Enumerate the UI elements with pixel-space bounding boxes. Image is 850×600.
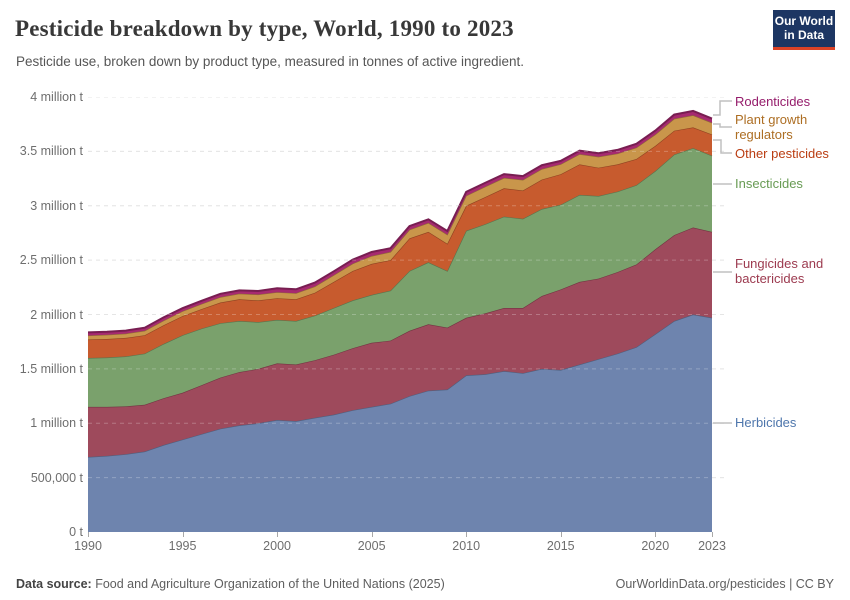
x-axis-tick	[88, 532, 89, 537]
legend-label-fungicides: Fungicides and bactericides	[735, 256, 824, 287]
line-rodenticides	[87, 109, 713, 334]
area-pgr	[88, 115, 712, 340]
y-axis-label: 0 t	[69, 525, 83, 539]
line-pgr	[87, 114, 713, 337]
y-axis-label: 1.5 million t	[19, 361, 83, 376]
legend-connector-lines	[712, 0, 738, 600]
chart-footer: Data source: Food and Agriculture Organi…	[0, 567, 850, 600]
legend-label-rodenticides: Rodenticides	[735, 94, 811, 109]
y-axis-label: 3.5 million t	[19, 144, 83, 159]
x-axis-label: 1995	[168, 539, 197, 553]
legend-label-pgr: Plant growth regulators	[735, 112, 808, 143]
x-axis-tick	[182, 532, 184, 537]
x-axis-tick	[466, 532, 468, 537]
legend-label-insecticides: Insecticides	[735, 176, 803, 191]
chart-title: Pesticide breakdown by type, World, 1990…	[15, 16, 514, 41]
owid-logo-line1: Our World	[774, 13, 834, 28]
x-axis-label: 2023	[698, 539, 726, 553]
stacked-area-chart	[87, 96, 724, 532]
legend-label-other: Other pesticides	[735, 146, 829, 161]
data-source-label: Data source:	[16, 576, 92, 591]
y-axis-label: 3 million t	[30, 198, 83, 213]
data-source-note: Data source: Food and Agriculture Organi…	[16, 577, 445, 591]
y-axis-label: 2 million t	[30, 307, 83, 322]
x-axis-tick	[371, 532, 373, 537]
y-axis-label: 1 million t	[30, 416, 83, 431]
x-axis-label: 2015	[546, 539, 575, 553]
plot-svg	[87, 96, 724, 532]
data-source-text: Food and Agriculture Organization of the…	[95, 576, 445, 591]
x-axis-tick	[560, 532, 562, 537]
x-axis-label: 2000	[263, 539, 291, 553]
y-axis-label: 500,000 t	[30, 470, 83, 485]
area-insecticides	[88, 148, 712, 407]
x-axis-label: 2010	[452, 539, 481, 553]
owid-logo: Our World in Data	[773, 10, 835, 50]
area-fungicides	[88, 227, 712, 457]
chart-legend: Rodenticides Plant growth regulators Other…	[735, 0, 847, 600]
y-axis-label: 4 million t	[30, 90, 83, 104]
owid-url-link[interactable]: OurWorldinData.org/pesticides | CC BY	[615, 576, 834, 591]
chart-subtitle: Pesticide use, broken down by product ty…	[16, 54, 525, 69]
x-axis-label: 1990	[74, 539, 102, 553]
x-axis-tick	[655, 532, 657, 537]
y-axis-label: 2.5 million t	[19, 253, 83, 268]
x-axis-tick	[712, 532, 713, 537]
legend-label-herbicides: Herbicides	[735, 415, 797, 430]
owid-logo-line2: in Data	[783, 27, 824, 42]
x-axis-label: 2020	[641, 539, 670, 553]
area-other	[88, 127, 712, 359]
area-herbicides	[88, 314, 712, 532]
x-axis-label: 2005	[357, 539, 386, 553]
x-axis-tick	[277, 532, 279, 537]
